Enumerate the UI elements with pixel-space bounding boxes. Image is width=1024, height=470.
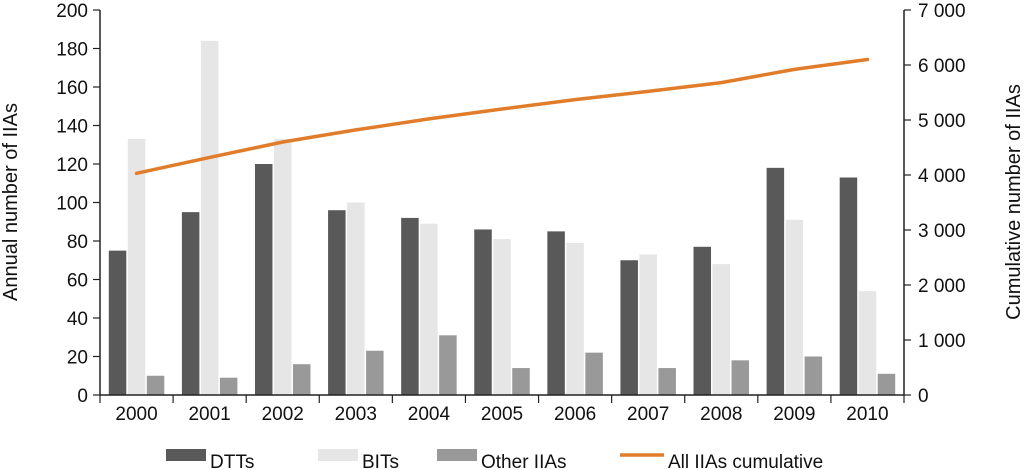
y-tick-label-120: 120 [56, 155, 88, 176]
y-tick-label-180: 180 [56, 40, 88, 61]
x-tick-label-2002: 2002 [262, 404, 304, 425]
bar-other-iias-2005 [512, 368, 530, 395]
x-tick-label-2009: 2009 [773, 404, 815, 425]
bar-other-iias-2002 [292, 364, 311, 395]
y2-tick-label-0: 0 [918, 386, 929, 407]
y2-tick-label-3-000: 3 000 [918, 221, 966, 242]
bar-dtts-2010 [839, 177, 858, 395]
y2-tick-label-5-000: 5 000 [918, 111, 966, 132]
bar-dtts-2007 [620, 260, 638, 395]
bar-other-iias-2007 [658, 368, 676, 395]
y2-tick-label-7-000: 7 000 [918, 1, 966, 22]
legend-label-all-iias-cumulative: All IIAs cumulative [668, 452, 823, 470]
bar-bits-2008 [712, 264, 731, 395]
bar-other-iias-2001 [219, 377, 238, 395]
bar-bits-2004 [420, 223, 438, 395]
x-tick-label-2008: 2008 [700, 404, 742, 425]
y-tick-label-80: 80 [67, 232, 88, 253]
legend-label-dtts: DTTs [210, 452, 254, 470]
bar-dtts-2000 [108, 250, 127, 396]
legend-label-other-iias: Other IIAs [481, 452, 567, 470]
x-tick-label-2010: 2010 [846, 404, 888, 425]
legend-swatch-bits [318, 449, 358, 461]
bar-dtts-2002 [254, 164, 273, 395]
bar-dtts-2006 [547, 231, 565, 396]
bar-dtts-2008 [693, 246, 712, 395]
y-tick-label-60: 60 [67, 271, 88, 292]
x-tick-label-2004: 2004 [408, 404, 451, 425]
bar-bits-2000 [127, 138, 146, 395]
legend: DTTs BITs Other IIAs All IIAs cumulative [166, 449, 823, 470]
y2-tick-label-2-000: 2 000 [918, 276, 966, 297]
bar-other-iias-2006 [585, 352, 603, 395]
bar-other-iias-2004 [439, 335, 457, 395]
cumulative-line-layer [134, 57, 870, 176]
x-tick-label-2007: 2007 [627, 404, 669, 425]
bar-dtts-2005 [474, 229, 492, 395]
y-tick-label-200: 200 [56, 1, 88, 22]
bar-bits-2001 [200, 40, 219, 396]
x-ticks: 2000 2001 2002 2003 2004 2005 2006 2007 2008 2009… [99, 395, 905, 425]
bar-dtts-2009 [766, 167, 785, 395]
y2-tick-label-1-000: 1 000 [918, 331, 966, 352]
y-tick-label-100: 100 [56, 194, 88, 215]
legend-label-bits: BITs [362, 452, 399, 470]
bar-other-iias-2003 [366, 350, 384, 395]
x-tick-label-2006: 2006 [554, 404, 596, 425]
y-tick-label-40: 40 [67, 309, 88, 330]
x-tick-label-2003: 2003 [335, 404, 377, 425]
legend-swatch-dtts [166, 449, 206, 461]
bar-dtts-2004 [401, 217, 419, 395]
y-tick-label-0: 0 [77, 386, 88, 407]
y-ticks-left: 0 20 40 60 80 100 120 140 160 180 200 [56, 1, 100, 407]
bar-bits-2006 [566, 242, 584, 395]
bar-bits-2007 [639, 254, 657, 395]
y-tick-label-140: 140 [56, 117, 88, 138]
bar-bits-2009 [785, 219, 804, 395]
bar-bits-2003 [347, 202, 365, 395]
bar-dtts-2001 [181, 212, 200, 396]
y2-tick-label-6-000: 6 000 [918, 56, 966, 77]
x-tick-label-2001: 2001 [188, 404, 230, 425]
bar-other-iias-2010 [877, 373, 896, 395]
bar-other-iias-2009 [804, 356, 823, 395]
line-all-iias-cumulative [134, 57, 870, 176]
bar-dtts-2003 [328, 210, 346, 395]
x-tick-label-2000: 2000 [115, 404, 157, 425]
bar-bits-2010 [858, 291, 877, 395]
y-axis-title: Annual number of IIAs [0, 103, 22, 301]
bar-bits-2002 [273, 138, 292, 395]
bars-layer [108, 40, 896, 396]
legend-swatch-other-iias [437, 449, 477, 461]
bar-bits-2005 [493, 239, 511, 395]
bar-other-iias-2008 [731, 360, 750, 395]
y-tick-label-20: 20 [67, 348, 88, 369]
y-tick-label-160: 160 [56, 78, 88, 99]
y2-tick-label-4-000: 4 000 [918, 166, 966, 187]
bar-other-iias-2000 [146, 375, 165, 395]
x-tick-label-2005: 2005 [481, 404, 523, 425]
y-ticks-right: 0 1 000 2 000 3 000 4 000 5 000 6 000 7 000 [904, 1, 966, 407]
y2-axis-title: Cumulative number of IIAs [1003, 84, 1024, 320]
